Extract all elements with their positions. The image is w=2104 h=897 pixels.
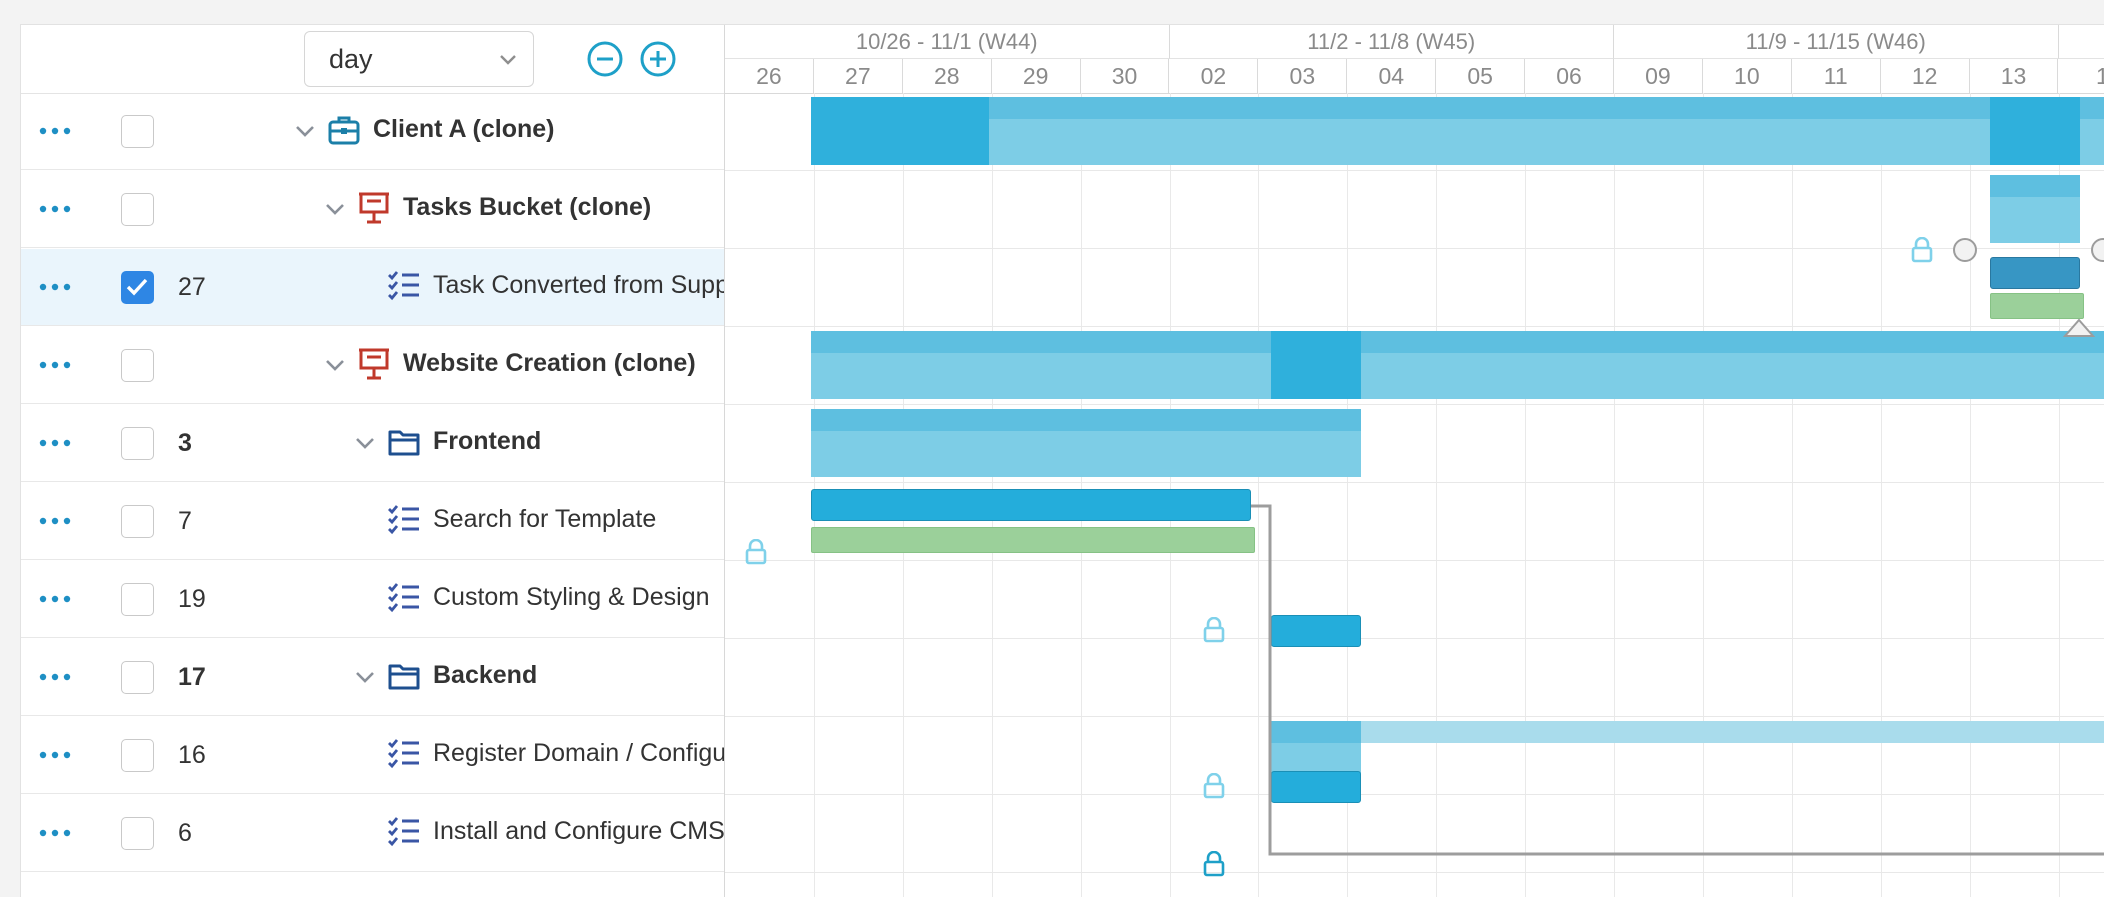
dependency-line — [1251, 506, 2104, 854]
row-menu-icon[interactable] — [35, 818, 75, 848]
task-row[interactable]: Website Creation (clone) — [21, 327, 724, 404]
day-label: 04 — [1347, 59, 1436, 93]
row-checkbox[interactable] — [121, 583, 154, 616]
checklist-icon — [387, 269, 421, 303]
folder-icon — [387, 425, 421, 459]
row-name[interactable]: Register Domain / Configure — [433, 739, 724, 768]
row-checkbox[interactable] — [121, 739, 154, 772]
task-row[interactable]: 6 Install and Configure CMS — [21, 795, 724, 872]
row-id: 16 — [178, 741, 206, 770]
row-id: 6 — [178, 819, 192, 848]
row-checkbox[interactable] — [121, 661, 154, 694]
row-checkbox[interactable] — [121, 427, 154, 460]
row-checkbox[interactable] — [121, 349, 154, 382]
row-name[interactable]: Install and Configure CMS — [433, 817, 724, 846]
row-name[interactable]: Custom Styling & Design — [433, 583, 710, 612]
checklist-icon — [387, 815, 421, 849]
row-id: 3 — [178, 429, 192, 458]
row-menu-icon[interactable] — [35, 662, 75, 692]
collapse-chevron-icon[interactable] — [351, 663, 379, 691]
row-name[interactable]: Backend — [433, 661, 537, 690]
collapse-chevron-icon[interactable] — [321, 351, 349, 379]
week-label: 11/2 - 11/8 (W45) — [1170, 25, 1615, 59]
row-menu-icon[interactable] — [35, 350, 75, 380]
day-label: 02 — [1170, 59, 1259, 93]
row-menu-icon[interactable] — [35, 194, 75, 224]
dependency-lines — [725, 93, 2104, 897]
chevron-down-icon — [497, 48, 519, 70]
row-id: 17 — [178, 663, 206, 692]
row-menu-icon[interactable] — [35, 740, 75, 770]
row-menu-icon[interactable] — [35, 116, 75, 146]
day-label: 09 — [1614, 59, 1703, 93]
day-label: 03 — [1258, 59, 1347, 93]
collapse-chevron-icon[interactable] — [291, 117, 319, 145]
check-icon — [125, 276, 149, 298]
row-name[interactable]: Client A (clone) — [373, 115, 554, 144]
zoom-in-icon[interactable] — [639, 40, 677, 78]
row-checkbox[interactable] — [121, 817, 154, 850]
day-label: 28 — [903, 59, 992, 93]
day-label: 26 — [725, 59, 814, 93]
day-label: 12 — [1881, 59, 1970, 93]
row-checkbox[interactable] — [121, 271, 154, 304]
week-label: 10/26 - 11/1 (W44) — [725, 25, 1170, 59]
checklist-icon — [387, 503, 421, 537]
collapse-chevron-icon[interactable] — [321, 195, 349, 223]
day-label: 06 — [1525, 59, 1614, 93]
row-menu-icon[interactable] — [35, 428, 75, 458]
row-menu-icon[interactable] — [35, 506, 75, 536]
day-label: 05 — [1436, 59, 1525, 93]
row-checkbox[interactable] — [121, 505, 154, 538]
briefcase-icon — [327, 113, 361, 147]
collapse-chevron-icon[interactable] — [351, 429, 379, 457]
task-grid: day Client A (clone) Tasks Bucket (clone)… — [21, 25, 725, 897]
presentation-board-icon — [357, 191, 391, 225]
day-label: 10 — [1703, 59, 1792, 93]
gantt-timeline: 10/26 - 11/1 (W44)11/2 - 11/8 (W45)11/9 … — [725, 25, 2104, 897]
task-row[interactable]: 27 Task Converted from Support — [21, 249, 724, 326]
time-scale-value: day — [329, 44, 373, 75]
presentation-board-icon — [357, 347, 391, 381]
folder-icon — [387, 659, 421, 693]
checklist-icon — [387, 737, 421, 771]
timeline-header: 10/26 - 11/1 (W44)11/2 - 11/8 (W45)11/9 … — [725, 25, 2104, 94]
day-label: 11 — [1792, 59, 1881, 93]
row-id: 19 — [178, 585, 206, 614]
day-label: 27 — [814, 59, 903, 93]
week-label — [2059, 25, 2104, 59]
zoom-out-icon[interactable] — [586, 40, 624, 78]
row-name[interactable]: Tasks Bucket (clone) — [403, 193, 651, 222]
row-name[interactable]: Task Converted from Support — [433, 271, 724, 300]
task-row[interactable]: 19 Custom Styling & Design — [21, 561, 724, 638]
day-label: 29 — [992, 59, 1081, 93]
row-name[interactable]: Frontend — [433, 427, 541, 456]
time-scale-select[interactable]: day — [304, 31, 534, 87]
row-menu-icon[interactable] — [35, 584, 75, 614]
row-id: 7 — [178, 507, 192, 536]
day-label: 30 — [1081, 59, 1170, 93]
task-row[interactable]: Tasks Bucket (clone) — [21, 171, 724, 248]
row-name[interactable]: Website Creation (clone) — [403, 349, 696, 378]
timeline-body — [725, 93, 2104, 897]
checklist-icon — [387, 581, 421, 615]
task-row[interactable]: 17 Backend — [21, 639, 724, 716]
task-row[interactable]: 3 Frontend — [21, 405, 724, 482]
week-label: 11/9 - 11/15 (W46) — [1614, 25, 2059, 59]
row-checkbox[interactable] — [121, 193, 154, 226]
day-label: 13 — [1970, 59, 2059, 93]
grid-header: day — [21, 25, 724, 94]
task-row[interactable]: 16 Register Domain / Configure — [21, 717, 724, 794]
row-id: 27 — [178, 273, 206, 302]
row-menu-icon[interactable] — [35, 272, 75, 302]
task-row[interactable]: Client A (clone) — [21, 93, 724, 170]
row-name[interactable]: Search for Template — [433, 505, 656, 534]
task-row[interactable]: 7 Search for Template — [21, 483, 724, 560]
row-checkbox[interactable] — [121, 115, 154, 148]
day-label: 1 — [2059, 59, 2104, 93]
